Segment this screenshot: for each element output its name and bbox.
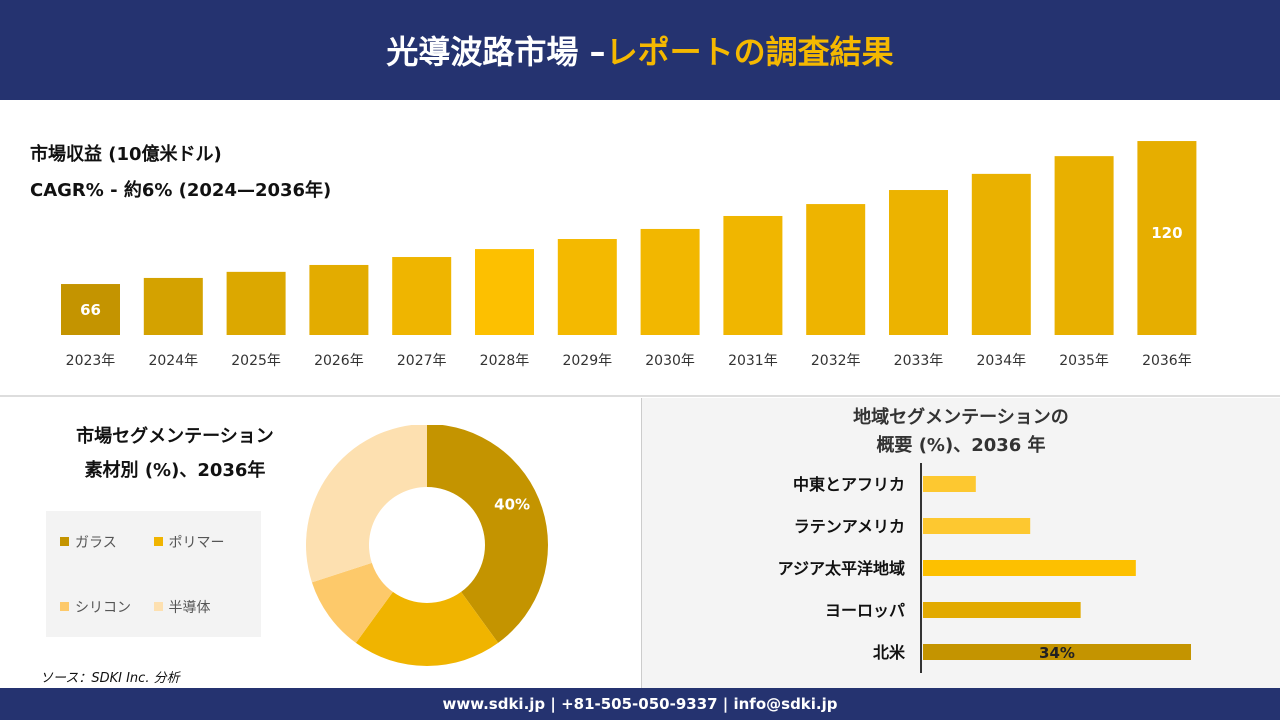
y-tick-label: 北米 xyxy=(873,643,906,662)
donut-slice xyxy=(355,591,499,666)
region-panel: 地域セグメンテーションの 概要 (%)、2036 年 中東とアフリカ ラテンアメリ… xyxy=(641,398,1280,688)
legend-swatch xyxy=(153,537,163,546)
x-tick-label: 2028年 xyxy=(480,353,530,369)
donut-slice xyxy=(306,425,427,583)
source-note: ソース：SDKI Inc. 分析 xyxy=(40,671,180,686)
legend-swatch xyxy=(153,602,163,611)
x-tick-label: 2032年 xyxy=(811,353,861,369)
revenue-bar xyxy=(971,173,1031,335)
x-tick-label: 2029年 xyxy=(562,353,612,369)
region-bar xyxy=(923,560,1136,576)
revenue-bar xyxy=(309,264,369,335)
legend-item: 半導体 xyxy=(153,594,248,619)
donut-slice xyxy=(311,562,393,643)
revenue-subtitle: 市場収益 (10億米ドル) xyxy=(30,144,222,165)
revenue-bar-chart: 2023年 66 2024年 2025年 2026年 2027年 2028年 2029年 203… xyxy=(61,141,1197,369)
x-tick-label: 2025年 xyxy=(231,353,281,369)
x-tick-label: 2027年 xyxy=(397,353,447,369)
footer-contact: www.sdki.jp | +81-505-050-9337 | info@sd… xyxy=(0,688,1280,720)
donut-legend: ガラス ポリマーシリコン 半導体 xyxy=(46,511,261,637)
y-tick-label: ラテンアメリカ xyxy=(794,517,905,536)
x-tick-label: 2030年 xyxy=(645,353,695,369)
y-tick-label: アジア太平洋地域 xyxy=(778,559,905,578)
legend-label: ポリマー xyxy=(168,534,225,551)
revenue-bar xyxy=(889,190,948,335)
region-bar xyxy=(923,602,1081,618)
legend-item: ガラス xyxy=(60,529,154,554)
legend-swatch xyxy=(60,537,69,546)
data-label: 34% xyxy=(1039,644,1075,662)
y-tick-label: ヨーロッパ xyxy=(825,601,905,620)
data-label: 120 xyxy=(1151,224,1182,242)
title-line: 市場セグメンテーション xyxy=(76,426,274,447)
legend-item: ポリマー xyxy=(153,529,248,554)
title-line: 概要 (%)、2036 年 xyxy=(876,435,1046,456)
revenue-bar xyxy=(143,277,203,335)
legend-item: シリコン xyxy=(60,594,154,619)
revenue-bar xyxy=(475,249,534,335)
revenue-bar xyxy=(226,271,286,335)
x-tick-label: 2035年 xyxy=(1059,353,1109,369)
region-bar xyxy=(923,518,1031,534)
page-title: 光導波路市場 – xyxy=(386,33,606,71)
data-label: 40% xyxy=(494,495,530,513)
donut-slice xyxy=(427,425,548,643)
x-tick-label: 2033年 xyxy=(894,353,944,369)
revenue-bar xyxy=(61,284,120,335)
legend-label: シリコン xyxy=(75,599,131,616)
revenue-bar xyxy=(392,257,452,335)
title-line: 地域セグメンテーションの xyxy=(853,407,1069,428)
revenue-bar xyxy=(806,204,866,335)
region-bar xyxy=(923,476,976,492)
x-tick-label: 2031年 xyxy=(728,353,778,369)
data-label: 66 xyxy=(80,301,101,319)
legend-label: 半導体 xyxy=(168,599,211,616)
cagr-label: CAGR% - 約6% (2024—2036年) xyxy=(30,180,332,201)
revenue-bar xyxy=(640,228,700,335)
y-tick-label: 中東とアフリカ xyxy=(793,475,905,494)
region-bar xyxy=(923,644,1191,660)
revenue-bar xyxy=(1054,156,1114,335)
material-donut-chart: 40% xyxy=(306,425,548,666)
revenue-bar xyxy=(1137,141,1197,335)
x-tick-label: 2034年 xyxy=(976,353,1026,369)
revenue-bar xyxy=(723,215,783,335)
x-tick-label: 2036年 xyxy=(1142,353,1192,369)
x-tick-label: 2026年 xyxy=(314,353,364,369)
region-segment-title: 地域セグメンテーションの 概要 (%)、2036 年 xyxy=(642,404,1280,460)
legend-label: ガラス xyxy=(75,534,117,551)
material-segment-title: 市場セグメンテーション 素材別 (%)、2036年 xyxy=(20,420,330,488)
legend-swatch xyxy=(60,602,69,611)
title-line: 素材別 (%)、2036年 xyxy=(84,460,266,481)
x-tick-label: 2024年 xyxy=(148,353,198,369)
header-banner: 光導波路市場 – レポートの調査結果 xyxy=(0,0,1280,100)
page-title-accent: レポートの調査結果 xyxy=(605,33,894,71)
x-tick-label: 2023年 xyxy=(66,353,116,369)
divider xyxy=(0,395,1280,397)
revenue-bar xyxy=(557,239,617,335)
